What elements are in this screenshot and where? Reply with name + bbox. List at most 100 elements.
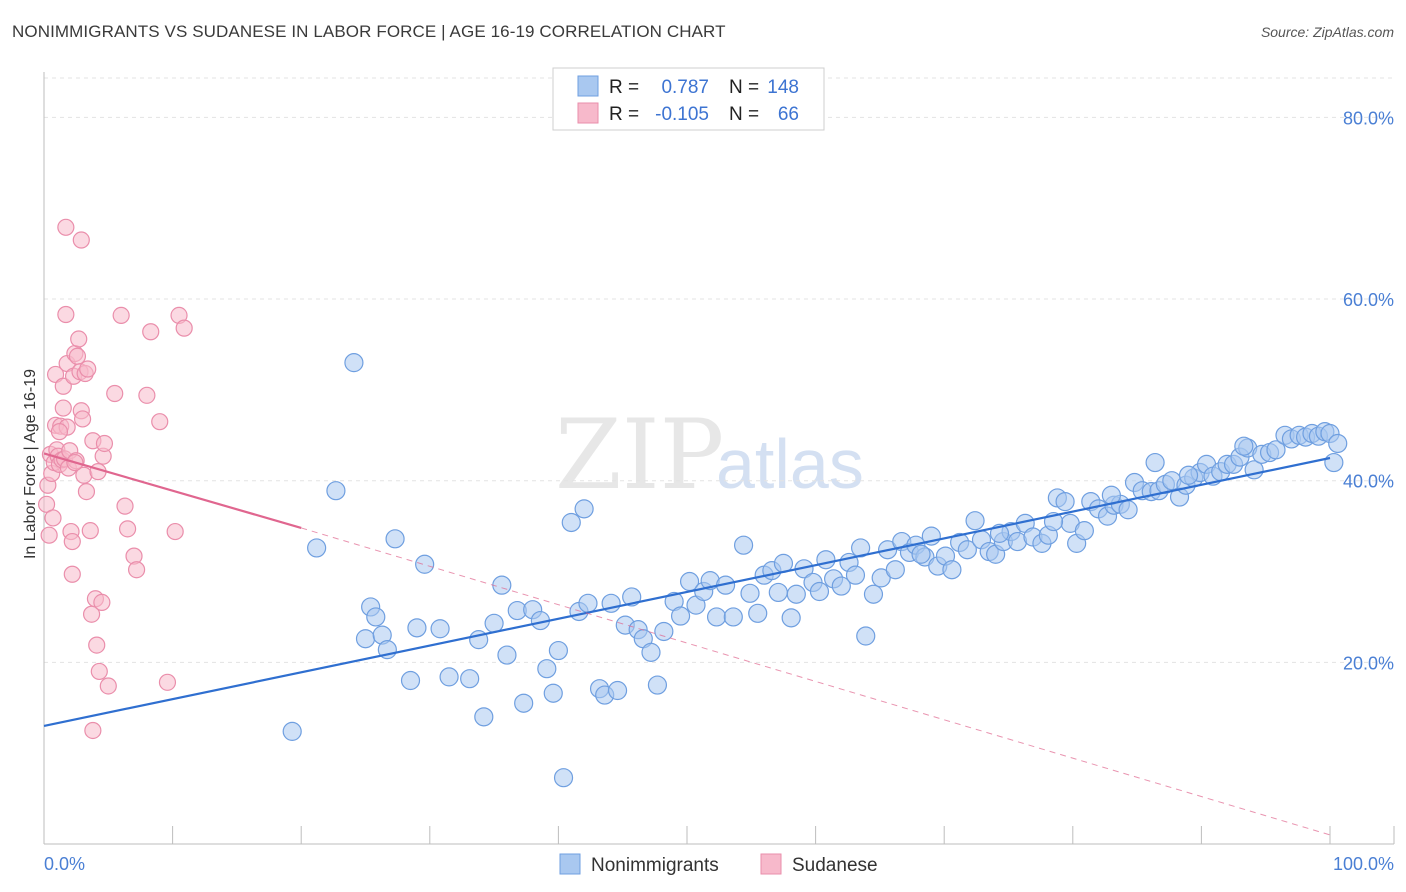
nonimmigrants-point (1234, 436, 1254, 456)
sudanese-point (54, 377, 72, 395)
sudanese-point (127, 561, 146, 579)
nonimmigrants-point (407, 618, 427, 638)
nonimmigrants-point (385, 529, 405, 549)
source-attribution: Source: ZipAtlas.com (1260, 24, 1394, 40)
nonimmigrants-point (871, 568, 891, 588)
nonimmigrants-point (561, 512, 581, 533)
nonimmigrants-point (344, 353, 364, 373)
nonimmigrants-point (537, 659, 557, 679)
nonimmigrants-point (768, 582, 788, 603)
sudanese-point (46, 365, 65, 384)
nonimmigrants-point (514, 693, 534, 713)
nonimmigrants-point (1178, 465, 1199, 485)
nonimmigrants-trend-line (43, 456, 1331, 728)
nonimmigrants-point (733, 535, 754, 555)
y-tick-label: 60.0% (1343, 290, 1394, 310)
series-legend-swatch-sudanese (760, 853, 782, 875)
sudanese-point (88, 636, 106, 654)
sudanese-point (116, 497, 134, 515)
nonimmigrants-point (670, 606, 691, 626)
sudanese-point (99, 677, 117, 695)
nonimmigrants-point (497, 645, 517, 665)
nonimmigrants-point (654, 621, 674, 642)
nonimmigrants-point (748, 603, 768, 623)
sudanese-point (44, 509, 62, 527)
series-legend-label-nonimmigrants: Nonimmigrants (591, 855, 719, 876)
legend-r-value-nonimmigrants: 0.787 (661, 77, 709, 98)
nonimmigrants-point (740, 583, 760, 603)
sudanese-point (90, 662, 108, 681)
y-tick-label: 20.0% (1343, 653, 1394, 673)
sudanese-point (138, 386, 156, 404)
sudanese-point (63, 565, 81, 583)
nonimmigrants-point (484, 613, 504, 633)
series-legend-swatch-nonimmigrants (559, 853, 581, 875)
nonimmigrants-point (474, 707, 494, 727)
sudanese-point (40, 526, 58, 544)
sudanese-point (77, 483, 96, 501)
sudanese-point (84, 721, 102, 740)
chart-title: NONIMMIGRANTS VS SUDANESE IN LABOR FORCE… (12, 22, 726, 41)
watermark-atlas: atlas (716, 425, 864, 503)
nonimmigrants-point (400, 670, 421, 691)
legend-swatch-nonimmigrants (577, 75, 599, 97)
nonimmigrants-point (1074, 521, 1094, 541)
nonimmigrants-point (1118, 500, 1138, 520)
nonimmigrants-point (1328, 433, 1348, 454)
nonimmigrants-point (957, 540, 977, 560)
legend-r-label-1: R = (609, 77, 639, 98)
sudanese-points (37, 218, 193, 740)
sudanese-point (158, 673, 177, 691)
sudanese-point (95, 434, 114, 453)
nonimmigrants-point (911, 544, 931, 564)
nonimmigrants-point (366, 607, 386, 627)
legend-n-value-sudanese: 66 (778, 104, 799, 125)
legend-n-label-1: N = (729, 77, 759, 98)
nonimmigrants-point (786, 584, 806, 604)
sudanese-point (73, 410, 92, 428)
nonimmigrants-point (543, 683, 563, 703)
nonimmigrants-point (965, 511, 985, 531)
sudanese-point (106, 384, 124, 403)
sudanese-point (166, 522, 184, 541)
sudanese-point (112, 306, 130, 325)
nonimmigrants-point (942, 560, 962, 580)
x-tick-label-max: 100.0% (1333, 854, 1394, 874)
y-tick-label: 40.0% (1343, 472, 1394, 492)
correlation-legend: R = 0.787 N = 148 R = -0.105 N = 66 (552, 67, 825, 131)
nonimmigrants-point (355, 629, 376, 649)
nonimmigrants-point (415, 554, 435, 574)
nonimmigrants-point (706, 607, 727, 627)
nonimmigrants-point (1324, 452, 1344, 473)
nonimmigrants-point (282, 721, 302, 741)
nonimmigrants-point (863, 584, 884, 604)
sudanese-point (142, 323, 160, 341)
sudanese-point (118, 520, 137, 538)
nonimmigrants-point (845, 565, 866, 585)
x-tick-label-min: 0.0% (44, 854, 85, 874)
gridlines (44, 77, 1394, 663)
nonimmigrants-point (578, 593, 598, 613)
y-axis-title: In Labor Force | Age 16-19 (22, 369, 39, 559)
series-legend-label-sudanese: Sudanese (792, 855, 878, 876)
nonimmigrants-point (439, 667, 459, 687)
nonimmigrants-point (723, 607, 743, 627)
y-tick-labels: 20.0% 40.0% 60.0% 80.0% (1343, 108, 1394, 673)
legend-n-value-nonimmigrants: 148 (767, 77, 799, 98)
sudanese-point (50, 423, 69, 441)
sudanese-point (63, 532, 81, 551)
axes (43, 72, 1395, 845)
nonimmigrants-point (809, 581, 830, 602)
nonimmigrants-point (641, 642, 661, 662)
legend-r-label-2: R = (609, 104, 639, 125)
legend-swatch-sudanese (577, 102, 599, 124)
nonimmigrants-point (553, 768, 574, 788)
legend-n-label-2: N = (729, 104, 759, 125)
nonimmigrants-point (1145, 452, 1165, 473)
watermark-zip: ZIP (555, 399, 724, 511)
sudanese-point (81, 522, 99, 540)
nonimmigrants-point (574, 499, 594, 519)
sudanese-point (70, 330, 88, 348)
sudanese-point (151, 413, 169, 431)
